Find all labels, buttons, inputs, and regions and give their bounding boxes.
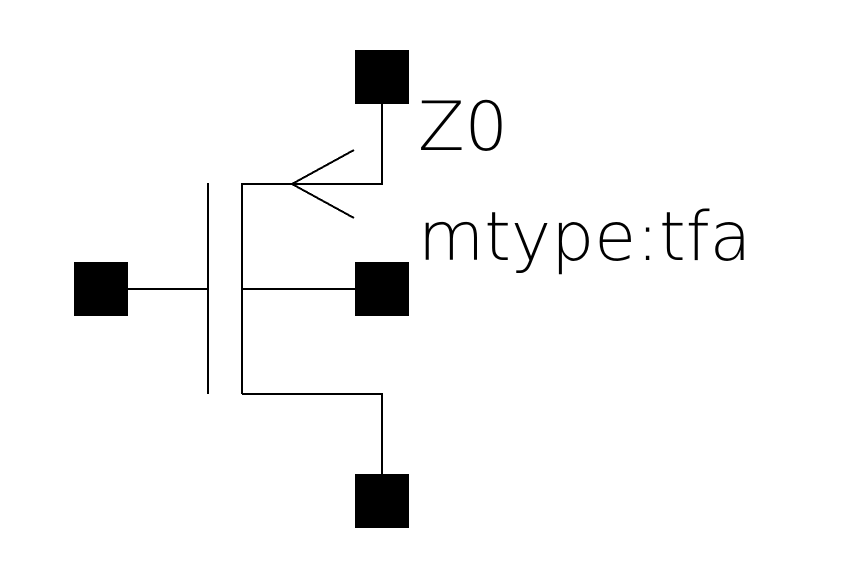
- gate-pin[interactable]: [74, 262, 128, 316]
- drain-wire: [242, 104, 383, 185]
- source-pin[interactable]: [355, 474, 409, 528]
- bulk-pin[interactable]: [355, 262, 409, 316]
- direction-arrow: [289, 149, 355, 219]
- drain-pin[interactable]: [355, 50, 409, 104]
- model-type-label: mtype:tfa: [418, 198, 751, 277]
- instance-name-label: Z0: [418, 88, 508, 167]
- source-wire: [242, 393, 383, 474]
